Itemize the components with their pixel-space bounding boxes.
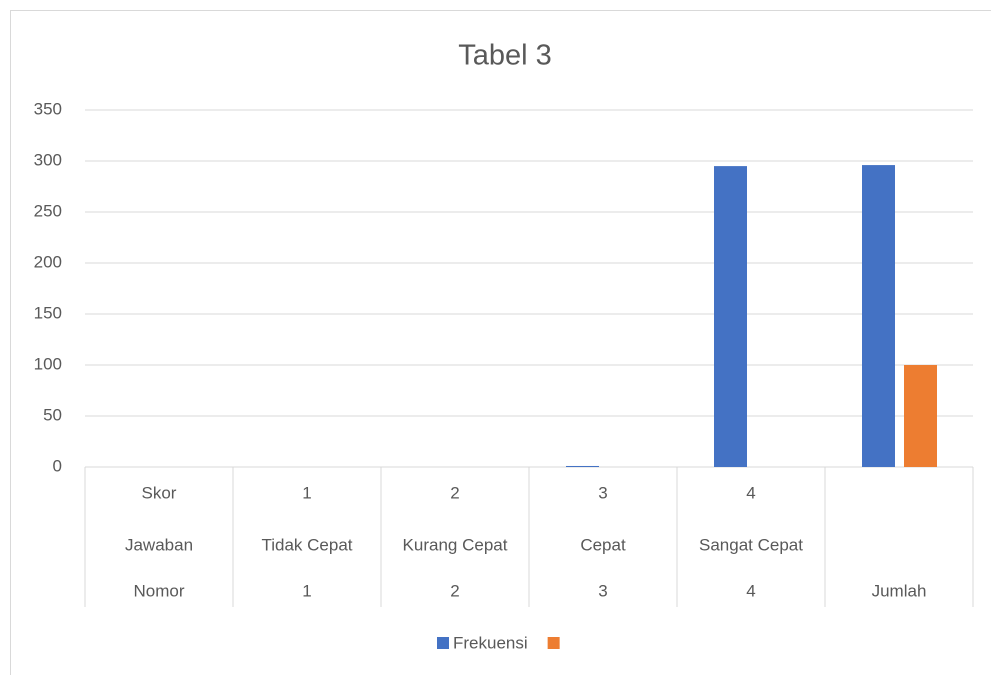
legend-swatch	[547, 637, 560, 649]
x-tick-label: Jawaban	[125, 535, 193, 554]
x-tick-label: Tidak Cepat	[261, 535, 352, 554]
legend-label: Frekuensi	[453, 633, 528, 652]
y-tick-label: 250	[34, 201, 62, 220]
bar	[904, 365, 937, 467]
y-tick-label: 50	[43, 405, 62, 424]
x-tick-label: 2	[450, 483, 459, 502]
y-tick-label: 300	[34, 150, 62, 169]
x-tick-label: 4	[746, 483, 755, 502]
x-tick-label: Cepat	[580, 535, 626, 554]
x-tick-label: 1	[302, 483, 311, 502]
x-tick-label: Skor	[142, 483, 177, 502]
chart-title: Tabel 3	[458, 40, 552, 72]
x-tick-label: Kurang Cepat	[403, 535, 508, 554]
x-tick-label: 4	[746, 581, 755, 600]
y-tick-label: 150	[34, 303, 62, 322]
legend-swatch	[437, 637, 449, 649]
bar	[862, 165, 895, 467]
y-tick-label: 350	[34, 99, 62, 118]
x-tick-label: Sangat Cepat	[699, 535, 803, 554]
x-tick-label: 3	[598, 581, 607, 600]
x-tick-label: 1	[302, 581, 311, 600]
bar	[714, 166, 747, 467]
y-tick-label: 200	[34, 252, 62, 271]
chart-frame	[10, 10, 991, 675]
bar	[566, 465, 599, 467]
y-tick-label: 100	[34, 354, 62, 373]
x-tick-label: Nomor	[133, 581, 184, 600]
x-tick-label: 3	[598, 483, 607, 502]
x-tick-label: Jumlah	[872, 581, 927, 600]
y-tick-label: 0	[53, 456, 62, 475]
x-tick-label: 2	[450, 581, 459, 600]
